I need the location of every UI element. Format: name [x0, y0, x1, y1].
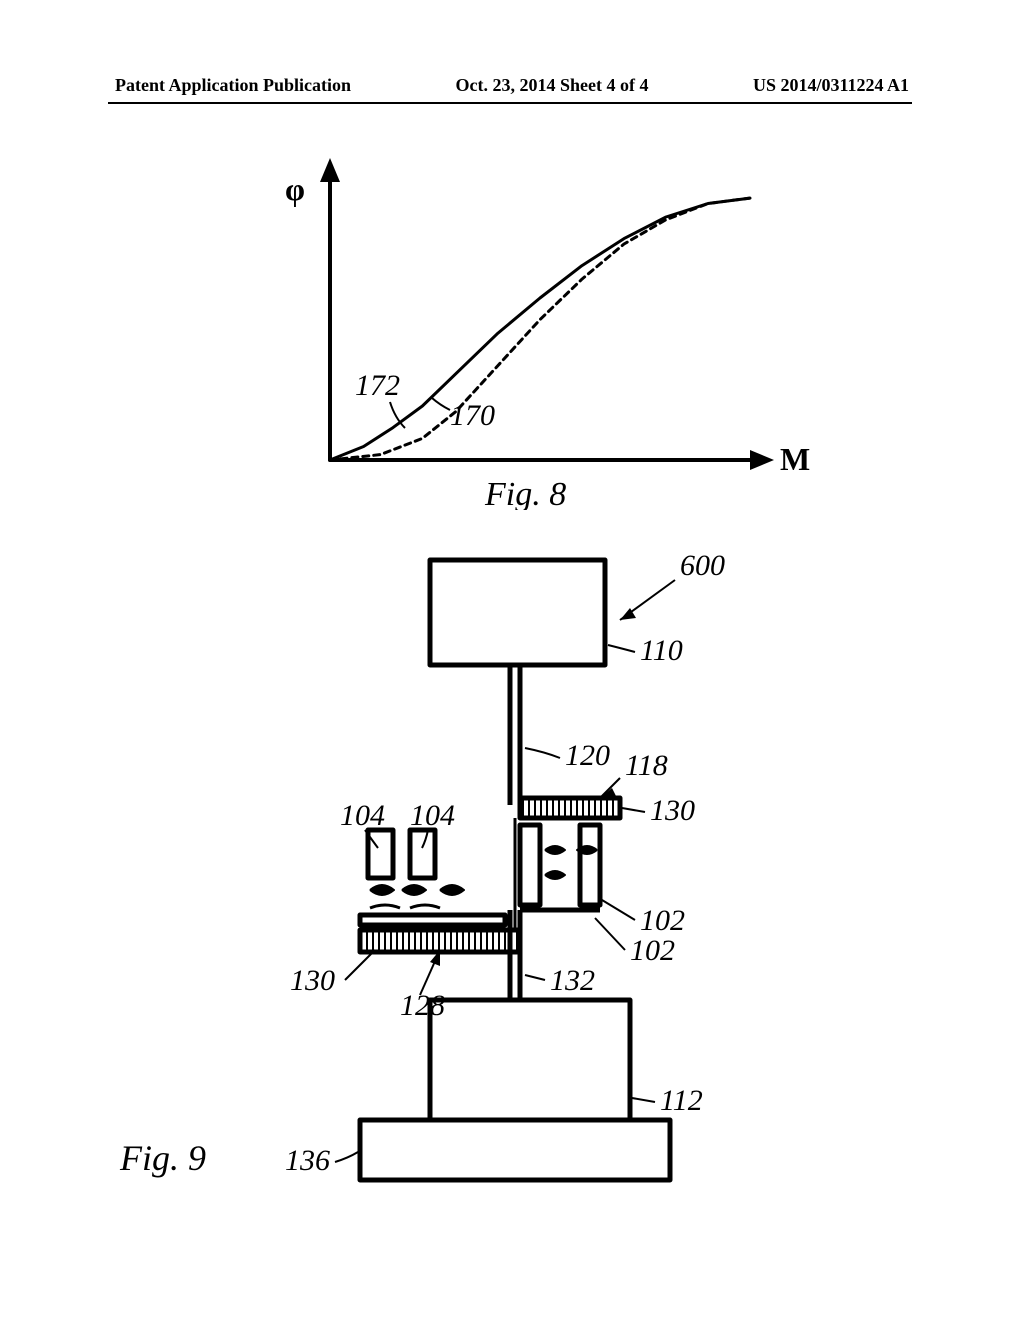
fig8-x-label: M: [780, 441, 810, 477]
header-rule: [108, 102, 912, 104]
fig9-label-130-top: 130: [650, 794, 695, 827]
figure-8: φ M 172 170 Fig. 8: [250, 150, 810, 510]
fig9-caption: Fig. 9: [119, 1138, 206, 1178]
fig9-label-112: 112: [660, 1084, 703, 1117]
fig9-label-600: 600: [680, 549, 725, 582]
header-left: Patent Application Publication: [115, 75, 351, 96]
fig9-svg: 600 110 120 118 130 104 104 102 102: [100, 530, 820, 1250]
fig9-label-120: 120: [565, 739, 610, 772]
fig8-y-label: φ: [285, 171, 305, 207]
header-center: Oct. 23, 2014 Sheet 4 of 4: [456, 75, 649, 96]
fig9-label-104-left: 104: [340, 799, 385, 832]
fig9-label-110: 110: [640, 634, 683, 667]
fig9-label-128: 128: [400, 989, 445, 1022]
fig9-label-102-upper: 102: [640, 904, 685, 937]
fig9-label-104-right: 104: [410, 799, 455, 832]
page-header: Patent Application Publication Oct. 23, …: [0, 75, 1024, 96]
fig9-label-136: 136: [285, 1144, 330, 1177]
fig9-label-102-lower: 102: [630, 934, 675, 967]
fig8-svg: φ M 172 170 Fig. 8: [250, 150, 810, 510]
fig8-label-172: 172: [355, 369, 400, 402]
fig9-label-130-bottom: 130: [290, 964, 335, 997]
fig9-label-118: 118: [625, 749, 668, 782]
fig8-caption: Fig. 8: [484, 476, 566, 510]
figure-9: 600 110 120 118 130 104 104 102 102: [100, 530, 820, 1250]
fig8-label-170: 170: [450, 399, 495, 432]
fig9-label-132: 132: [550, 964, 595, 997]
header-right: US 2014/0311224 A1: [753, 75, 909, 96]
